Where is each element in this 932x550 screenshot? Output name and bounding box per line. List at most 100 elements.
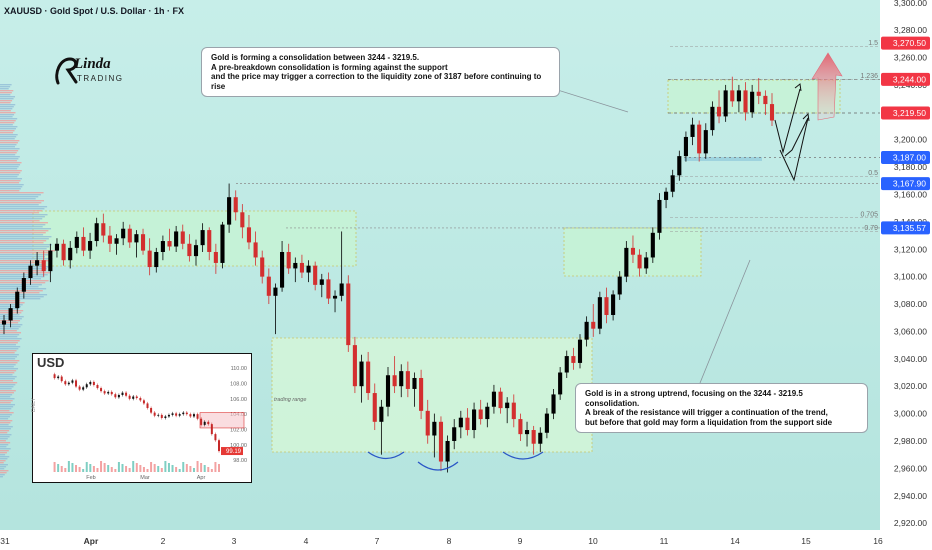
price-tag-label: 3,270.50 [893, 38, 926, 48]
candle-body [74, 236, 79, 248]
volume-profile-bar [0, 284, 42, 286]
volume-profile-bar [0, 468, 5, 470]
volume-profile-bar [0, 182, 20, 184]
volume-profile-bar [0, 466, 7, 468]
x-tick-label: 10 [588, 536, 598, 546]
volume-profile-bar [0, 322, 19, 324]
inset-volume-bar [146, 469, 149, 472]
candle-body [160, 241, 165, 252]
time-axis[interactable]: 31 Apr 2 3 4 7 8 9 10 11 14 15 16 [0, 536, 883, 546]
candle-body [180, 231, 185, 244]
volume-profile-bar [0, 456, 10, 458]
volume-profile-bar [0, 350, 17, 352]
inset-volume-bar [182, 462, 185, 472]
volume-profile-bar [0, 300, 21, 302]
inset-volume-bar [171, 465, 174, 472]
inset-volume-bar [110, 467, 113, 472]
volume-profile-bar [0, 436, 10, 438]
volume-profile-bar [0, 272, 52, 274]
candle-body [107, 235, 112, 244]
volume-profile-bar [0, 242, 44, 244]
inset-candle-body [82, 387, 85, 390]
x-tick-label: 2 [161, 536, 166, 546]
candle-body [538, 432, 543, 444]
inset-candle-body [100, 388, 103, 392]
y-tick-label: 3,040.00 [894, 354, 927, 364]
y-tick-label: 2,920.00 [894, 518, 927, 528]
inset-candle-body [125, 392, 128, 396]
volume-profile-bar [0, 262, 46, 264]
candle-body [233, 197, 238, 213]
inset-volume-bar [128, 468, 131, 472]
candle-body [524, 430, 530, 435]
volume-profile-bar [0, 392, 14, 394]
price-tag [881, 36, 930, 50]
volume-profile-bar [0, 460, 6, 462]
inset-candle-body [117, 394, 120, 398]
volume-profile-bar [0, 286, 39, 288]
y-tick-label: 2,960.00 [894, 463, 927, 473]
inset-y-label: 100.00 [230, 443, 247, 449]
inset-candle-body [167, 414, 170, 417]
volume-profile-bar [0, 158, 19, 160]
volume-profile-bar [0, 124, 13, 126]
volume-profile-bar [0, 240, 47, 242]
inset-volume-bar [178, 469, 181, 472]
volume-profile-bar [0, 428, 11, 430]
price-tag-label: 3,187.00 [893, 152, 926, 162]
inset-volume-bar [67, 461, 70, 472]
y-tick-label: 3,260.00 [894, 53, 927, 63]
candle-body [650, 232, 655, 258]
candle-body [505, 402, 510, 409]
volume-profile-bar [0, 170, 22, 172]
candle-body [293, 262, 298, 269]
volume-profile-bar [0, 362, 18, 364]
candle-body [193, 245, 199, 257]
candle-body [498, 391, 503, 409]
volume-profile-bar [0, 208, 45, 210]
volume-profile-bar [0, 328, 19, 330]
volume-profile-bar [0, 330, 17, 332]
volume-profile-bar [0, 174, 19, 176]
volume-profile-bar [0, 396, 11, 398]
price-tag-label: 3,167.90 [893, 179, 926, 189]
volume-profile-bar [0, 348, 19, 350]
candle-body [657, 199, 662, 233]
volume-profile-bar [0, 210, 42, 212]
volume-profile-bar [0, 214, 48, 216]
volume-profile-bar [0, 154, 16, 156]
volume-profile-bar [0, 378, 15, 380]
volume-profile-bar [0, 248, 47, 250]
x-tick-label: 4 [304, 536, 309, 546]
volume-profile-bar [0, 150, 19, 152]
price-tag [881, 72, 930, 86]
volume-profile-bar [0, 230, 49, 232]
inset-candle-body [153, 412, 156, 416]
candle-body [452, 427, 457, 441]
volume-profile-bar [0, 168, 18, 170]
inset-candle-body [128, 395, 131, 399]
inset-candle-body [218, 440, 220, 452]
inset-volume-bar [135, 463, 138, 472]
candle-body [683, 136, 688, 157]
analysis-callout-bottom: Gold is in a strong uptrend, focusing on… [575, 383, 868, 434]
candle-body [121, 228, 126, 239]
candle-body [531, 430, 536, 444]
y-tick-label: 2,940.00 [894, 491, 927, 501]
volume-profile-bar [0, 414, 12, 416]
volume-profile-bar [0, 102, 11, 104]
volume-profile-bar [0, 252, 52, 254]
candle-body [319, 279, 324, 285]
volume-profile-bar [0, 152, 17, 154]
inset-candle-body [67, 382, 70, 385]
symbol-title[interactable]: XAUUSD · Gold Spot / U.S. Dollar · 1h · … [4, 6, 185, 16]
candle-body [21, 278, 26, 292]
volume-profile-bar [0, 440, 6, 442]
candle-body [306, 265, 311, 273]
volume-profile-bar [0, 344, 16, 346]
volume-profile-bar [0, 426, 13, 428]
candle-body [61, 243, 66, 261]
usd-inset[interactable]: 110.00108.00106.00104.00102.00100.0098.0… [31, 353, 252, 483]
inset-candle-body [175, 413, 178, 416]
candle-body [697, 124, 702, 154]
